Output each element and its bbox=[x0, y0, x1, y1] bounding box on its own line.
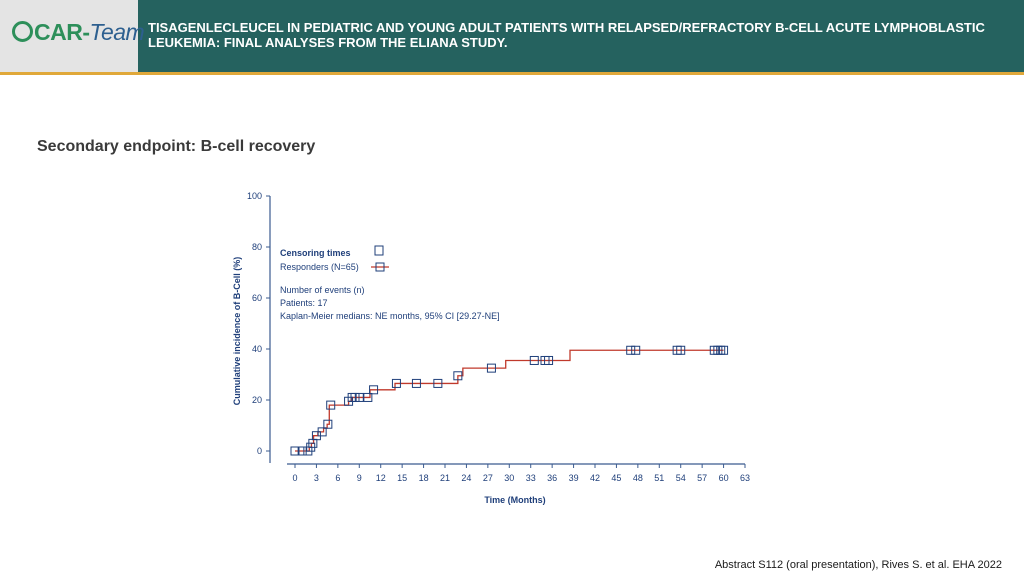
x-tick-label: 51 bbox=[654, 473, 664, 483]
legend-censor-marker bbox=[374, 245, 384, 256]
censor-marker bbox=[363, 392, 373, 402]
chart-legend: Censoring times Responders (N=65) Number… bbox=[280, 245, 500, 321]
x-tick-label: 9 bbox=[357, 473, 362, 483]
x-tick-label: 30 bbox=[504, 473, 514, 483]
y-tick-label: 0 bbox=[257, 446, 262, 456]
censor-marker bbox=[391, 378, 401, 388]
y-tick-label: 60 bbox=[252, 293, 262, 303]
header-bar: CAR-Team TISAGENLECLEUCEL IN PEDIATRIC A… bbox=[0, 0, 1024, 72]
censor-marker bbox=[369, 385, 379, 395]
x-tick-label: 48 bbox=[633, 473, 643, 483]
censor-markers bbox=[290, 345, 729, 456]
censor-marker bbox=[676, 345, 686, 355]
x-tick-label: 54 bbox=[676, 473, 686, 483]
accent-divider bbox=[0, 72, 1024, 75]
y-axis-label: Cumulative incidence of B-Cell (%) bbox=[232, 257, 242, 406]
x-tick-label: 63 bbox=[740, 473, 750, 483]
x-axis-label: Time (Months) bbox=[484, 495, 545, 505]
y-tick-label: 20 bbox=[252, 395, 262, 405]
legend-series-label: Responders (N=65) bbox=[280, 262, 359, 272]
censor-marker bbox=[544, 355, 554, 365]
annotation-events: Number of events (n) bbox=[280, 285, 365, 295]
censor-marker bbox=[626, 345, 636, 355]
x-tick-label: 0 bbox=[292, 473, 297, 483]
legend-censoring-label: Censoring times bbox=[280, 248, 351, 258]
footer-reference: Abstract S112 (oral presentation), Rives… bbox=[714, 559, 1002, 571]
logo-area: CAR-Team bbox=[0, 0, 145, 72]
legend-series-marker bbox=[375, 262, 385, 272]
y-tick-label: 40 bbox=[252, 344, 262, 354]
censor-marker bbox=[631, 345, 641, 355]
x-tick-label: 45 bbox=[611, 473, 621, 483]
censor-marker bbox=[290, 446, 300, 456]
censor-marker bbox=[719, 345, 729, 355]
logo-ring-icon bbox=[12, 21, 33, 42]
y-tick-label: 100 bbox=[247, 191, 262, 201]
annotation-km-medians: Kaplan-Meier medians: NE months, 95% CI … bbox=[280, 311, 500, 321]
x-tick-label: 36 bbox=[547, 473, 557, 483]
censor-marker bbox=[411, 378, 421, 388]
x-tick-label: 60 bbox=[719, 473, 729, 483]
x-tick-label: 24 bbox=[461, 473, 471, 483]
x-tick-label: 6 bbox=[335, 473, 340, 483]
x-tick-label: 27 bbox=[483, 473, 493, 483]
x-tick-label: 33 bbox=[526, 473, 536, 483]
censor-marker bbox=[433, 378, 443, 388]
x-tick-label: 39 bbox=[569, 473, 579, 483]
x-tick-label: 18 bbox=[419, 473, 429, 483]
censor-marker bbox=[326, 400, 336, 410]
chart-container: 0 20 40 60 80 100 0 3 6 9 12 15 18 21 24 27 30 33 36 39 42 45… bbox=[225, 185, 765, 520]
censor-marker bbox=[323, 419, 333, 429]
x-tick-label: 15 bbox=[397, 473, 407, 483]
car-team-logo: CAR-Team bbox=[12, 19, 145, 46]
x-tick-label: 57 bbox=[697, 473, 707, 483]
slide-title: TISAGENLECLEUCEL IN PEDIATRIC AND YOUNG … bbox=[148, 20, 985, 50]
annotation-patients: Patients: 17 bbox=[280, 298, 328, 308]
censor-marker bbox=[354, 392, 364, 402]
logo-text-team: Team bbox=[89, 19, 145, 45]
y-tick-label: 80 bbox=[252, 242, 262, 252]
logo-text-car: CAR- bbox=[34, 19, 90, 45]
x-tick-label: 42 bbox=[590, 473, 600, 483]
censor-marker bbox=[453, 371, 463, 381]
censor-marker bbox=[317, 427, 327, 437]
censor-marker bbox=[486, 363, 496, 373]
x-tick-label: 3 bbox=[314, 473, 319, 483]
censor-marker bbox=[297, 446, 307, 456]
section-title: Secondary endpoint: B-cell recovery bbox=[37, 138, 316, 155]
censor-marker bbox=[529, 355, 539, 365]
x-tick-label: 21 bbox=[440, 473, 450, 483]
x-tick-label: 12 bbox=[376, 473, 386, 483]
